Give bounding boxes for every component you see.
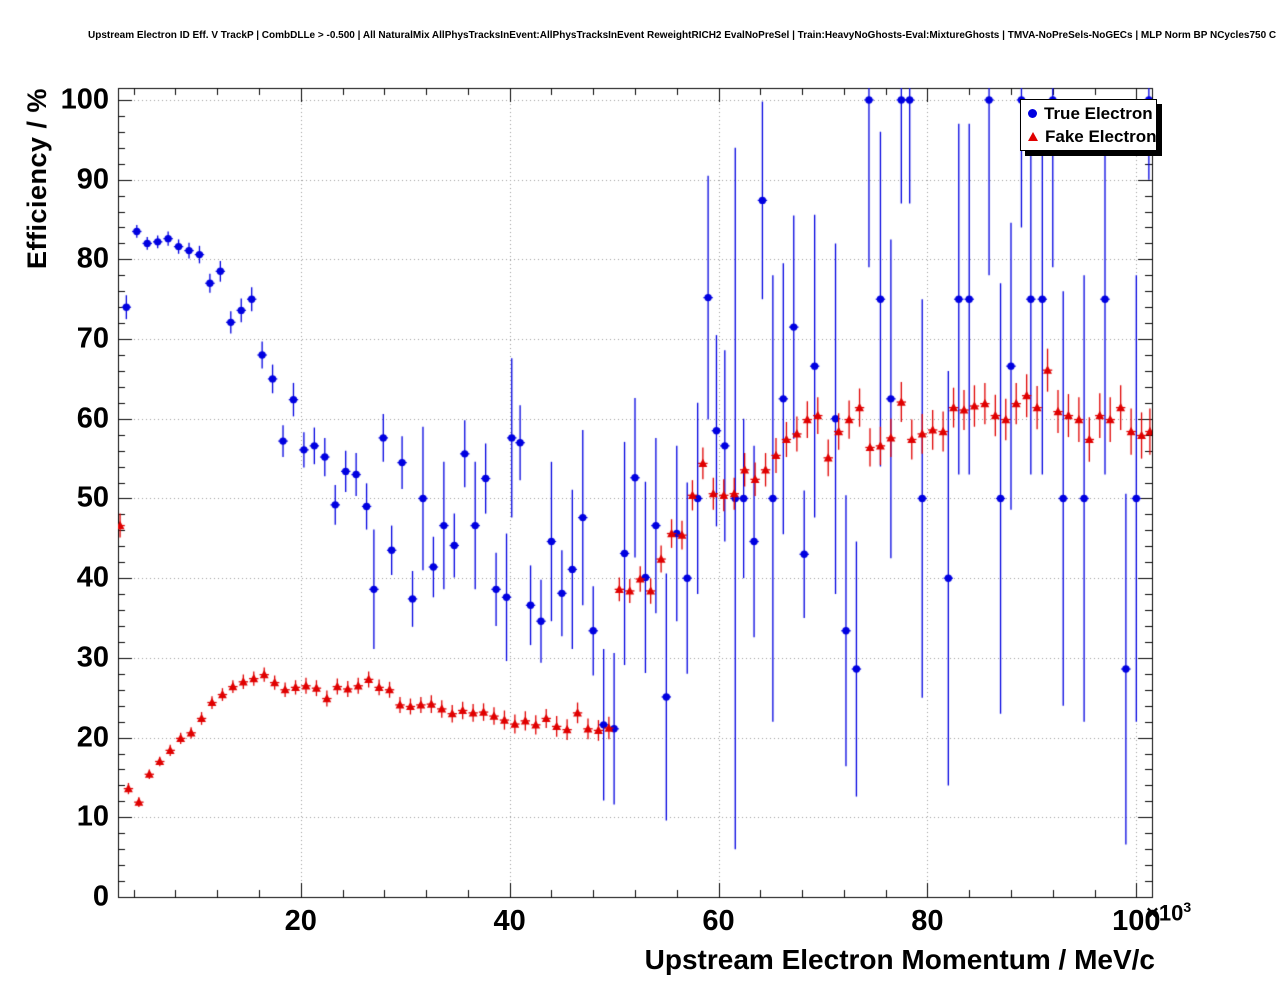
x-tick-label: 40 xyxy=(493,905,526,937)
y-tick-label: 100 xyxy=(60,83,109,116)
legend-label-fake-electron: Fake Electron xyxy=(1045,126,1157,146)
y-tick-label: 70 xyxy=(76,322,109,355)
y-tick-label: 80 xyxy=(76,242,109,275)
y-tick-label: 30 xyxy=(76,641,109,674)
x-axis-exponent-text: 3 xyxy=(1183,899,1192,915)
x-axis-title: Upstream Electron Momentum / MeV/c xyxy=(644,944,1155,975)
legend-entry-true-electron: True Electron xyxy=(1021,102,1156,125)
plot-title: Upstream Electron ID Eff. V TrackP | Com… xyxy=(88,30,1276,41)
y-tick-label: 60 xyxy=(76,402,109,435)
y-tick-label: 90 xyxy=(76,163,109,196)
x-tick-label: 80 xyxy=(911,905,944,937)
y-tick-label: 50 xyxy=(76,481,109,514)
y-tick-label: 40 xyxy=(76,561,109,594)
fake-electron-marker-icon xyxy=(1028,132,1038,141)
true-electron-marker-icon xyxy=(1028,109,1037,118)
y-tick-label: 10 xyxy=(76,800,109,833)
y-axis-title: Efficiency / % xyxy=(22,88,52,270)
x-tick-label: 20 xyxy=(284,905,317,937)
legend: True Electron Fake Electron xyxy=(1020,99,1157,151)
x-axis-exponent: ×103 xyxy=(1146,899,1191,926)
x-tick-label: 60 xyxy=(702,905,735,937)
x-axis-multiplier-text: ×10 xyxy=(1146,900,1184,926)
y-tick-label: 20 xyxy=(76,721,109,754)
legend-label-true-electron: True Electron xyxy=(1044,103,1153,123)
legend-entry-fake-electron: Fake Electron xyxy=(1021,125,1157,148)
x-tick-label: 100 xyxy=(1112,905,1161,937)
y-tick-label: 0 xyxy=(92,880,109,913)
